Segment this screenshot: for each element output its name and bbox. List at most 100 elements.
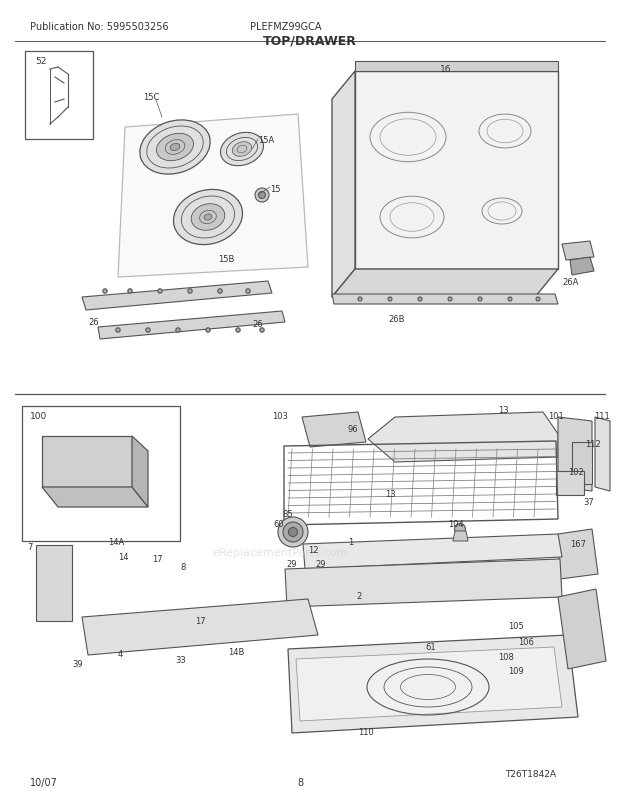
Text: 104: 104 [448, 520, 464, 529]
Circle shape [259, 192, 265, 199]
Polygon shape [82, 599, 318, 655]
Circle shape [448, 298, 452, 302]
Text: 26B: 26B [388, 314, 404, 323]
Text: 29: 29 [286, 559, 296, 569]
Text: 15A: 15A [258, 136, 274, 145]
Text: 26A: 26A [562, 277, 578, 286]
Polygon shape [355, 62, 558, 72]
Circle shape [388, 298, 392, 302]
Bar [572, 443, 592, 484]
Text: 15B: 15B [218, 255, 234, 264]
Polygon shape [453, 532, 468, 541]
Text: eReplacementParts.com: eReplacementParts.com [212, 547, 348, 557]
Ellipse shape [191, 205, 225, 231]
Bar [556, 472, 584, 496]
Polygon shape [36, 545, 72, 622]
Circle shape [246, 290, 250, 294]
Circle shape [103, 290, 107, 294]
Polygon shape [288, 635, 578, 733]
Text: 33: 33 [175, 655, 186, 664]
Text: 167: 167 [570, 539, 586, 549]
Text: 14A: 14A [108, 537, 124, 546]
Circle shape [418, 298, 422, 302]
Text: 2: 2 [356, 591, 361, 600]
Bar [25, 52, 93, 140]
Text: 100: 100 [30, 411, 47, 420]
Ellipse shape [170, 144, 180, 152]
Polygon shape [118, 115, 308, 277]
Circle shape [283, 522, 303, 542]
Ellipse shape [174, 190, 242, 245]
Text: 10/07: 10/07 [30, 777, 58, 787]
Circle shape [236, 328, 240, 333]
Polygon shape [562, 241, 594, 261]
Circle shape [128, 290, 132, 294]
Polygon shape [82, 282, 272, 310]
Circle shape [508, 298, 512, 302]
Text: 60: 60 [273, 520, 283, 529]
Ellipse shape [221, 133, 264, 167]
Text: 15C: 15C [143, 93, 159, 102]
Text: 52: 52 [35, 57, 46, 66]
Polygon shape [558, 418, 592, 492]
Text: 7: 7 [27, 542, 32, 551]
Text: 101: 101 [548, 411, 564, 420]
Text: 111: 111 [594, 411, 609, 420]
Polygon shape [302, 412, 366, 448]
Text: 17: 17 [152, 554, 162, 563]
Text: 110: 110 [358, 727, 374, 736]
Circle shape [188, 290, 192, 294]
Text: Publication No: 5995503256: Publication No: 5995503256 [30, 22, 169, 32]
Polygon shape [558, 529, 598, 579]
Polygon shape [285, 559, 562, 607]
Text: 17: 17 [195, 616, 206, 626]
Text: 61: 61 [425, 642, 436, 651]
Polygon shape [570, 257, 594, 276]
Text: 14: 14 [118, 553, 128, 561]
Circle shape [536, 298, 540, 302]
Circle shape [218, 290, 222, 294]
Text: 16: 16 [440, 65, 451, 74]
Circle shape [116, 328, 120, 333]
Text: 109: 109 [508, 666, 524, 675]
Polygon shape [355, 72, 558, 269]
Text: 96: 96 [348, 424, 358, 433]
Circle shape [288, 528, 298, 537]
Text: TOP/DRAWER: TOP/DRAWER [263, 35, 357, 48]
Text: 37: 37 [583, 497, 594, 506]
Polygon shape [332, 72, 355, 298]
Polygon shape [296, 647, 562, 721]
Circle shape [146, 328, 150, 333]
Circle shape [358, 298, 362, 302]
Text: 12: 12 [308, 545, 319, 554]
Bar [22, 407, 180, 541]
Ellipse shape [140, 121, 210, 175]
Ellipse shape [232, 143, 252, 157]
Text: 39: 39 [72, 659, 82, 668]
Text: 102: 102 [568, 468, 584, 476]
Polygon shape [368, 412, 558, 463]
Text: 108: 108 [498, 652, 514, 661]
Text: 105: 105 [508, 622, 524, 630]
Text: 4: 4 [118, 649, 123, 658]
Circle shape [255, 188, 269, 203]
Circle shape [176, 328, 180, 333]
Text: 14B: 14B [228, 647, 244, 656]
Text: 13: 13 [498, 406, 508, 415]
Text: PLEFMZ99GCA: PLEFMZ99GCA [250, 22, 322, 32]
Circle shape [478, 298, 482, 302]
Text: 13: 13 [385, 489, 396, 498]
Text: 26: 26 [88, 318, 99, 326]
Circle shape [454, 524, 466, 535]
Ellipse shape [156, 134, 193, 161]
Polygon shape [303, 534, 562, 569]
Polygon shape [595, 418, 610, 492]
Polygon shape [332, 269, 558, 298]
Text: 26: 26 [252, 320, 263, 329]
Text: 29: 29 [315, 559, 326, 569]
Text: 103: 103 [272, 411, 288, 420]
Polygon shape [132, 436, 148, 508]
Circle shape [260, 328, 264, 333]
Ellipse shape [204, 215, 212, 221]
Circle shape [278, 517, 308, 547]
